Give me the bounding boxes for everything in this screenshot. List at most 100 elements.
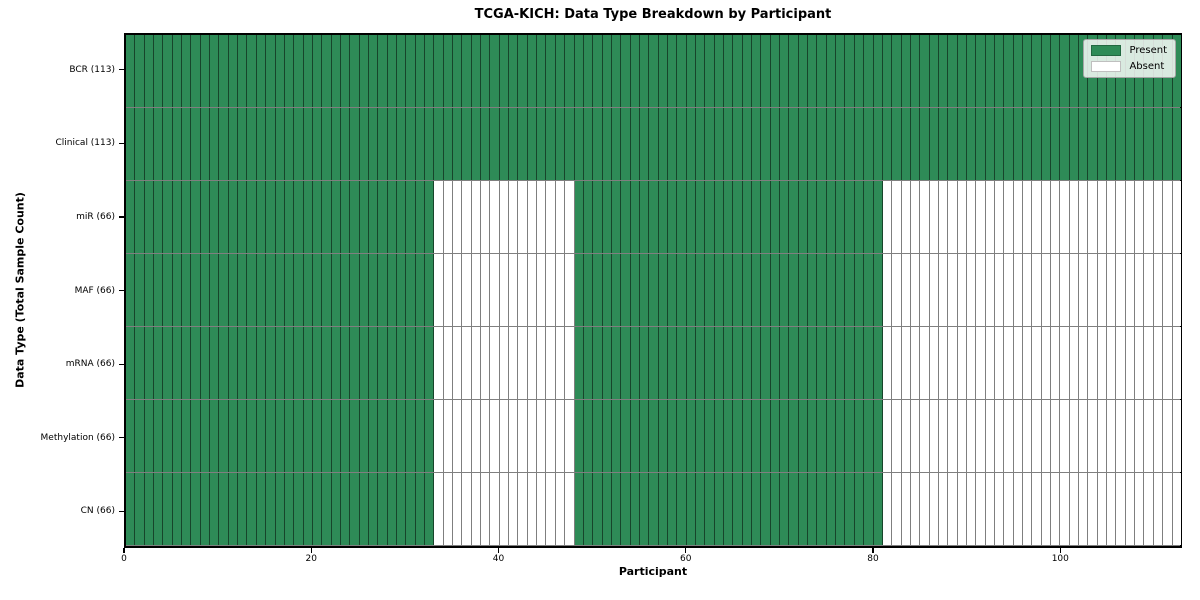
heatmap-cell xyxy=(798,181,809,253)
heatmap-cell xyxy=(667,108,678,180)
heatmap-cell xyxy=(565,108,575,180)
heatmap-cell xyxy=(537,108,547,180)
heatmap-cell xyxy=(509,473,519,545)
heatmap-cell xyxy=(1125,327,1136,399)
heatmap-cell xyxy=(350,108,360,180)
heatmap-cell xyxy=(649,108,659,180)
heatmap-cell xyxy=(471,35,482,107)
y-tick-mark xyxy=(119,142,124,145)
heatmap-cell xyxy=(546,473,556,545)
heatmap-cell xyxy=(546,35,556,107)
heatmap-cell xyxy=(649,327,659,399)
heatmap-cell xyxy=(1088,327,1098,399)
heatmap-cell xyxy=(1144,327,1154,399)
heatmap-cell xyxy=(200,254,211,326)
heatmap-cell xyxy=(742,35,753,107)
x-tick-label: 60 xyxy=(680,554,692,564)
heatmap-cell xyxy=(1116,181,1126,253)
heatmap-cell xyxy=(256,400,267,472)
heatmap-cell xyxy=(929,400,939,472)
heatmap-cell xyxy=(1032,327,1042,399)
heatmap-cell xyxy=(882,400,893,472)
heatmap-cell xyxy=(901,254,911,326)
heatmap-cell xyxy=(1004,327,1014,399)
heatmap-cell xyxy=(658,327,668,399)
heatmap-cell xyxy=(957,181,967,253)
heatmap-cell xyxy=(1023,181,1033,253)
heatmap-cell xyxy=(434,254,444,326)
heatmap-cell xyxy=(761,108,771,180)
heatmap-cell xyxy=(864,473,874,545)
heatmap-cell xyxy=(266,400,276,472)
heatmap-cell xyxy=(966,35,977,107)
heatmap-cell xyxy=(780,400,790,472)
heatmap-cell xyxy=(1172,473,1181,545)
heatmap-cell xyxy=(948,473,958,545)
heatmap-cell xyxy=(733,181,743,253)
heatmap-cell xyxy=(182,400,192,472)
heatmap-cell xyxy=(873,327,883,399)
heatmap-cell xyxy=(602,327,612,399)
heatmap-cell xyxy=(425,181,435,253)
heatmap-cell xyxy=(126,35,136,107)
heatmap-cell xyxy=(686,473,696,545)
heatmap-cell xyxy=(976,181,986,253)
heatmap-cell xyxy=(1172,35,1181,107)
heatmap-cell xyxy=(443,254,454,326)
heatmap-cell xyxy=(836,35,846,107)
heatmap-cell xyxy=(1051,254,1061,326)
heatmap-cell xyxy=(126,400,136,472)
heatmap-cell xyxy=(415,473,425,545)
heatmap-cell xyxy=(509,108,519,180)
heatmap-cell xyxy=(639,473,650,545)
heatmap-cell xyxy=(144,181,155,253)
heatmap-cell xyxy=(284,473,295,545)
heatmap-cell xyxy=(845,181,855,253)
heatmap-cell xyxy=(1172,400,1181,472)
heatmap-cell xyxy=(396,181,407,253)
heatmap-cell xyxy=(1125,181,1136,253)
heatmap-cell xyxy=(210,35,220,107)
heatmap-cell xyxy=(639,108,650,180)
heatmap-cell xyxy=(471,473,482,545)
heatmap-cell xyxy=(1069,400,1080,472)
heatmap-cell xyxy=(1116,400,1126,472)
heatmap-cell xyxy=(163,181,173,253)
heatmap-cell xyxy=(406,473,416,545)
heatmap-cell xyxy=(1013,254,1023,326)
legend-item: Absent xyxy=(1091,61,1167,72)
heatmap-cell xyxy=(425,254,435,326)
heatmap-cell xyxy=(649,400,659,472)
heatmap-cell xyxy=(994,35,1005,107)
heatmap-cell xyxy=(1088,400,1098,472)
heatmap-cell xyxy=(920,181,930,253)
heatmap-cell xyxy=(966,181,977,253)
heatmap-cell xyxy=(929,35,939,107)
heatmap-cell xyxy=(808,108,818,180)
heatmap-cell xyxy=(126,108,136,180)
heatmap-cell xyxy=(611,400,622,472)
heatmap-cell xyxy=(677,400,687,472)
heatmap-cell xyxy=(163,35,173,107)
y-tick-mark xyxy=(119,510,124,512)
heatmap-cell xyxy=(443,108,454,180)
heatmap-cell xyxy=(976,473,986,545)
heatmap-cell xyxy=(294,400,304,472)
heatmap-cell xyxy=(873,108,883,180)
heatmap-cell xyxy=(658,473,668,545)
heatmap-cell xyxy=(537,254,547,326)
heatmap-cell xyxy=(434,181,444,253)
heatmap-cell xyxy=(966,108,977,180)
heatmap-cell xyxy=(1004,400,1014,472)
heatmap-cell xyxy=(621,400,631,472)
heatmap-cell xyxy=(126,473,136,545)
heatmap-cell xyxy=(686,108,696,180)
heatmap-cell xyxy=(864,35,874,107)
heatmap-cell xyxy=(228,473,239,545)
heatmap-cell xyxy=(546,108,556,180)
x-tick-mark xyxy=(872,548,874,553)
heatmap-cell xyxy=(1013,181,1023,253)
heatmap-cell xyxy=(359,473,369,545)
heatmap-cell xyxy=(621,181,631,253)
heatmap-cell xyxy=(752,254,762,326)
